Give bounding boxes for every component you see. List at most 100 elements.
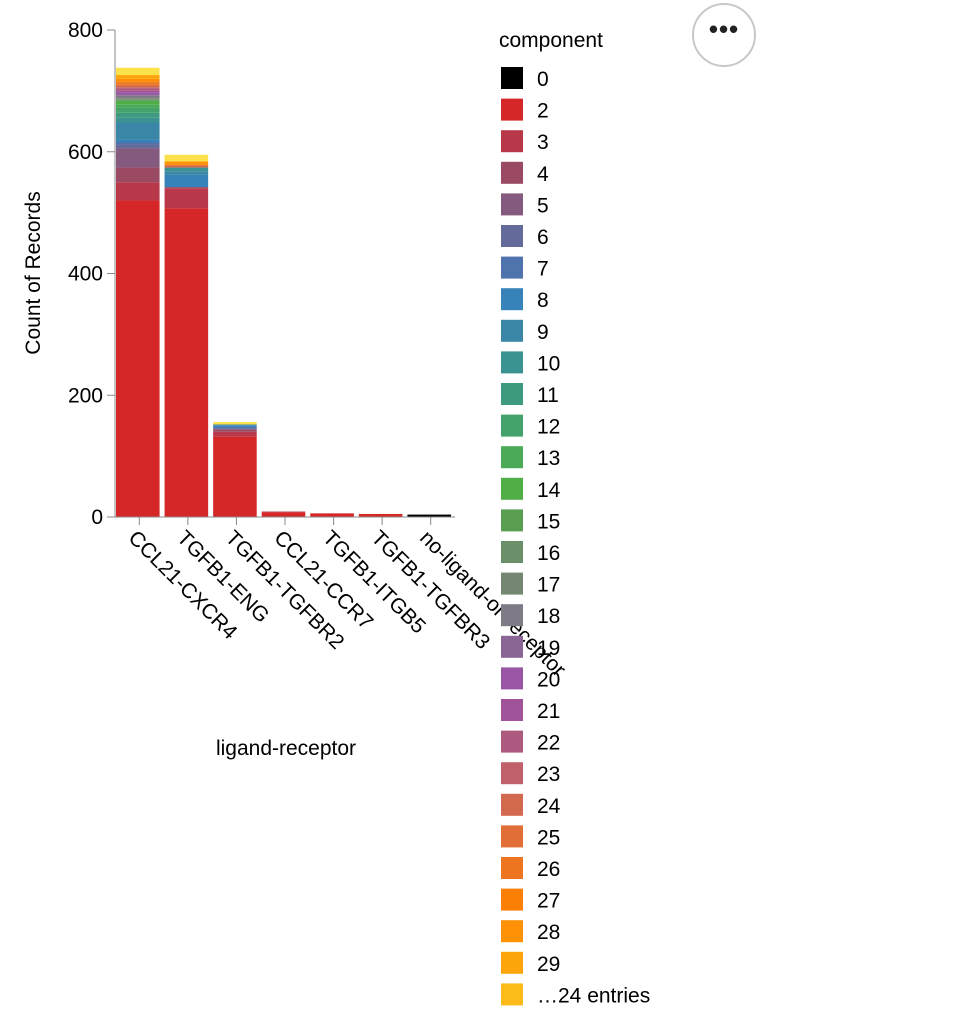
legend-swatch: [501, 509, 523, 532]
legend-swatch: [501, 130, 523, 153]
bar-segment[interactable]: [116, 107, 160, 113]
legend-more-label: …24 entries: [537, 984, 650, 1007]
bar-segment[interactable]: [116, 100, 160, 105]
bar-segment[interactable]: [116, 67, 160, 76]
bar-segment[interactable]: [116, 86, 160, 88]
legend-label: 25: [537, 826, 560, 849]
legend-swatch: [501, 667, 523, 690]
legend-title: component: [499, 29, 603, 52]
bar-segment[interactable]: [116, 95, 160, 99]
legend-label: 4: [537, 163, 549, 186]
legend-swatch: [501, 825, 523, 848]
bar-segment[interactable]: [358, 513, 403, 517]
bar-segment[interactable]: [164, 208, 209, 517]
legend-label: 18: [537, 605, 560, 628]
legend-swatch: [501, 604, 523, 627]
bar-segment[interactable]: [116, 87, 160, 89]
bar-segment[interactable]: [164, 154, 209, 162]
legend-label: 26: [537, 858, 560, 881]
bar-segment[interactable]: [213, 425, 257, 427]
bar-segment[interactable]: [164, 171, 209, 175]
legend-label: 9: [537, 321, 549, 344]
legend-swatch: [501, 67, 523, 89]
legend-label: 27: [537, 890, 560, 913]
y-axis-title: Count of Records: [22, 191, 45, 354]
bar-segment[interactable]: [164, 161, 209, 166]
legend-label: 8: [537, 289, 549, 312]
bar-segment[interactable]: [164, 188, 209, 209]
bar-segment[interactable]: [164, 165, 209, 168]
legend-label: 22: [537, 732, 560, 755]
bar-segment[interactable]: [116, 92, 160, 95]
bar-segment[interactable]: [116, 81, 160, 83]
bar-segment[interactable]: [164, 167, 209, 172]
legend-swatch: [501, 161, 523, 184]
bar-segment[interactable]: [116, 167, 160, 183]
legend-swatch: [501, 888, 523, 911]
bar-segment[interactable]: [116, 139, 160, 143]
bar-segment[interactable]: [116, 98, 160, 100]
bar-segment[interactable]: [116, 142, 160, 145]
bar-segment[interactable]: [213, 436, 257, 517]
bar-segment[interactable]: [213, 431, 257, 437]
bar-segment[interactable]: [116, 78, 160, 82]
legend-swatch: [501, 225, 523, 247]
bar-segment[interactable]: [261, 511, 306, 513]
y-tick-label: 800: [68, 19, 103, 42]
legend-swatch: [501, 193, 523, 216]
bar-segment[interactable]: [116, 82, 160, 85]
bar-segment[interactable]: [213, 429, 257, 432]
legend-label: 15: [537, 510, 560, 533]
legend-label: 7: [537, 258, 549, 281]
bar-segment[interactable]: [116, 148, 160, 168]
bar-segment[interactable]: [116, 144, 160, 149]
legend-label: 19: [537, 637, 560, 660]
bar-segment[interactable]: [213, 426, 257, 429]
bar-segment[interactable]: [116, 84, 160, 87]
legend-label: 23: [537, 763, 560, 786]
legend-label: 0: [537, 68, 549, 91]
bar-segment[interactable]: [116, 94, 160, 96]
bar-segment[interactable]: [116, 182, 160, 201]
y-axis: 0 200 400 600 800: [68, 19, 116, 529]
legend-swatch: [501, 635, 523, 658]
legend-label: 13: [537, 447, 560, 470]
legend-swatch: [501, 319, 523, 342]
legend-swatch: [501, 983, 523, 1006]
legend-label: 28: [537, 921, 560, 944]
legend-swatch: [501, 383, 523, 405]
y-tick-label: 200: [68, 384, 103, 407]
legend-swatch: [501, 951, 523, 974]
bar-segment[interactable]: [116, 90, 160, 93]
legend-swatch: [501, 699, 523, 721]
bar-segment[interactable]: [213, 428, 257, 430]
more-options-icon: •••: [708, 14, 740, 44]
bar-segment[interactable]: [213, 424, 257, 426]
bar-segment[interactable]: [116, 104, 160, 108]
legend-label: 21: [537, 700, 560, 723]
legend-swatch: [501, 762, 523, 785]
legend-swatch: [501, 572, 523, 595]
legend-swatch: [501, 351, 523, 374]
legend-swatch: [501, 256, 523, 279]
more-options-button[interactable]: •••: [692, 3, 756, 67]
bar-segment[interactable]: [116, 75, 160, 79]
bar-segment[interactable]: [164, 187, 209, 189]
bars: [116, 67, 451, 517]
legend-swatch: [501, 730, 523, 753]
legend-swatch: [501, 541, 523, 563]
bar-segment[interactable]: [116, 200, 160, 517]
legend-label: 14: [537, 479, 561, 502]
legend-label: 6: [537, 226, 549, 249]
bar-segment[interactable]: [310, 513, 354, 517]
bar-segment[interactable]: [213, 422, 257, 425]
legend-label: 11: [537, 384, 559, 407]
bar-segment[interactable]: [116, 99, 160, 101]
bar-segment[interactable]: [116, 112, 160, 118]
bar-segment[interactable]: [116, 122, 160, 140]
bar-segment[interactable]: [407, 514, 451, 517]
bar-segment[interactable]: [164, 174, 209, 188]
bar-segment[interactable]: [116, 88, 160, 91]
bar-segment[interactable]: [261, 512, 306, 517]
bar-segment[interactable]: [116, 117, 160, 123]
